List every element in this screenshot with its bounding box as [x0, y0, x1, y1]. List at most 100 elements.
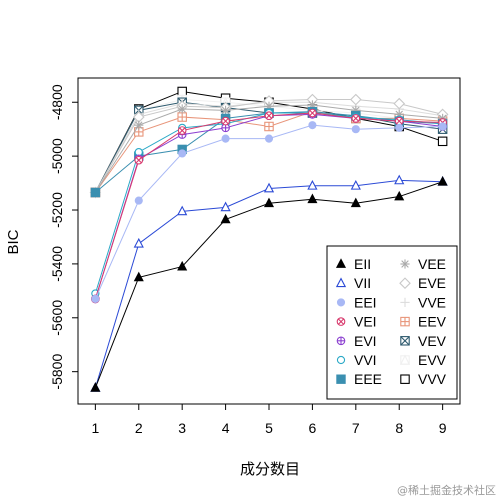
legend-label-vve: VVE [418, 294, 446, 310]
legend-marker-evi [336, 336, 346, 346]
legend-item-eve: EVE [399, 275, 446, 291]
legend-label-vvv: VVV [418, 371, 447, 387]
legend-marker-vvv [400, 374, 410, 384]
x-tick-label: 2 [135, 420, 143, 436]
x-axis: 1 2 3 4 5 6 7 8 9 [91, 404, 447, 436]
data-point-vvv [437, 136, 448, 147]
legend-item-eei: EEI [336, 294, 377, 310]
data-point-vii [307, 179, 318, 190]
data-point-eei [438, 122, 447, 131]
data-point-eve [393, 97, 406, 110]
legend-label-vee: VEE [418, 256, 446, 272]
data-point-eve [350, 93, 362, 106]
data-point-eii [394, 190, 405, 201]
y-axis-title: BIC [5, 229, 22, 254]
legend-label-evi: EVI [354, 333, 377, 349]
legend-label-eee: EEE [354, 371, 382, 387]
data-point-vei [264, 111, 274, 121]
legend-marker-vee [400, 259, 410, 269]
data-point-eei [351, 125, 360, 134]
y-tick-label: -5400 [49, 246, 65, 282]
x-tick-label: 6 [309, 420, 317, 436]
legend-marker-eii [335, 258, 347, 268]
legend: EII VII EEI VEI EVI VVI EEE VEE EVE VVE EEV VEV EVV V… [326, 245, 458, 400]
data-point-vei [134, 155, 144, 165]
legend-item-evv: EVV [399, 352, 447, 368]
data-point-vei [351, 114, 361, 123]
series-eii [90, 176, 448, 392]
x-tick-label: 4 [222, 420, 230, 436]
legend-label-vii: VII [354, 275, 371, 291]
y-tick-label: -4800 [49, 84, 65, 120]
legend-label-evv: EVV [418, 352, 447, 368]
data-point-eii [133, 271, 144, 282]
y-tick-label: -5000 [49, 138, 65, 174]
data-point-vei [177, 126, 187, 135]
legend-label-eve: EVE [418, 275, 446, 291]
legend-item-vee: VEE [400, 256, 446, 272]
legend-item-evi: EVI [336, 333, 377, 349]
x-tick-label: 7 [352, 420, 360, 436]
x-axis-title: 成分数目 [240, 461, 300, 478]
data-point-eii [90, 382, 101, 392]
legend-box [326, 245, 458, 400]
data-point-vei [221, 116, 230, 126]
series-eei [91, 121, 447, 303]
legend-item-vvv: VVV [400, 371, 447, 387]
legend-label-vei: VEI [354, 314, 377, 330]
data-point-eee [90, 187, 101, 198]
data-point-vei [394, 116, 404, 126]
data-point-eei [178, 149, 187, 158]
watermark-text: @稀土掘金技术社区 [397, 484, 496, 497]
data-point-eii [307, 193, 318, 204]
legend-marker-evv [399, 354, 411, 365]
y-tick-label: -5600 [49, 300, 65, 336]
legend-marker-eei [336, 298, 346, 307]
data-point-vii [177, 205, 188, 216]
x-tick-label: 9 [439, 420, 447, 436]
data-point-eei [221, 134, 230, 143]
legend-item-eev: EEV [400, 314, 447, 330]
legend-item-eee: EEE [336, 371, 382, 387]
y-axis: -5800 -5600 -5400 -5200 -5000 -4800 [49, 84, 78, 390]
legend-item-vei: VEI [336, 314, 377, 330]
legend-marker-vve [400, 297, 410, 308]
data-point-vii [394, 174, 405, 185]
data-point-vee [177, 104, 187, 114]
legend-label-vvi: VVI [354, 352, 377, 368]
data-point-vii [263, 182, 275, 193]
legend-label-vev: VEV [418, 333, 447, 349]
legend-item-vii: VII [335, 275, 371, 291]
data-point-eii [263, 197, 275, 208]
data-point-eei [91, 294, 100, 303]
data-point-vee [134, 120, 144, 130]
x-tick-label: 3 [178, 420, 186, 436]
data-point-eei [264, 134, 274, 143]
data-point-eei [134, 196, 143, 205]
y-tick-label: -5800 [49, 354, 65, 390]
y-tick-label: -5200 [49, 192, 65, 228]
legend-marker-vvi [336, 355, 346, 365]
legend-item-vvi: VVI [336, 352, 377, 368]
data-point-vee [220, 105, 231, 115]
x-tick-label: 8 [395, 420, 403, 436]
legend-item-vev: VEV [400, 333, 447, 349]
data-point-vii [350, 179, 361, 190]
legend-item-eii: EII [335, 256, 371, 272]
data-point-eev [177, 112, 187, 122]
legend-marker-eev [400, 316, 410, 327]
legend-label-eei: EEI [354, 294, 377, 310]
data-point-vii [133, 237, 144, 248]
legend-marker-eee [336, 374, 346, 384]
data-point-eii [437, 176, 448, 186]
x-tick-label: 1 [91, 420, 99, 436]
data-point-eii [220, 213, 231, 224]
data-point-eii [177, 260, 188, 271]
x-tick-label: 5 [265, 420, 273, 436]
data-point-eei [395, 123, 404, 132]
legend-marker-vei [336, 317, 346, 326]
legend-item-vve: VVE [400, 294, 446, 310]
data-point-vii [220, 201, 231, 212]
data-point-eii [350, 197, 361, 208]
